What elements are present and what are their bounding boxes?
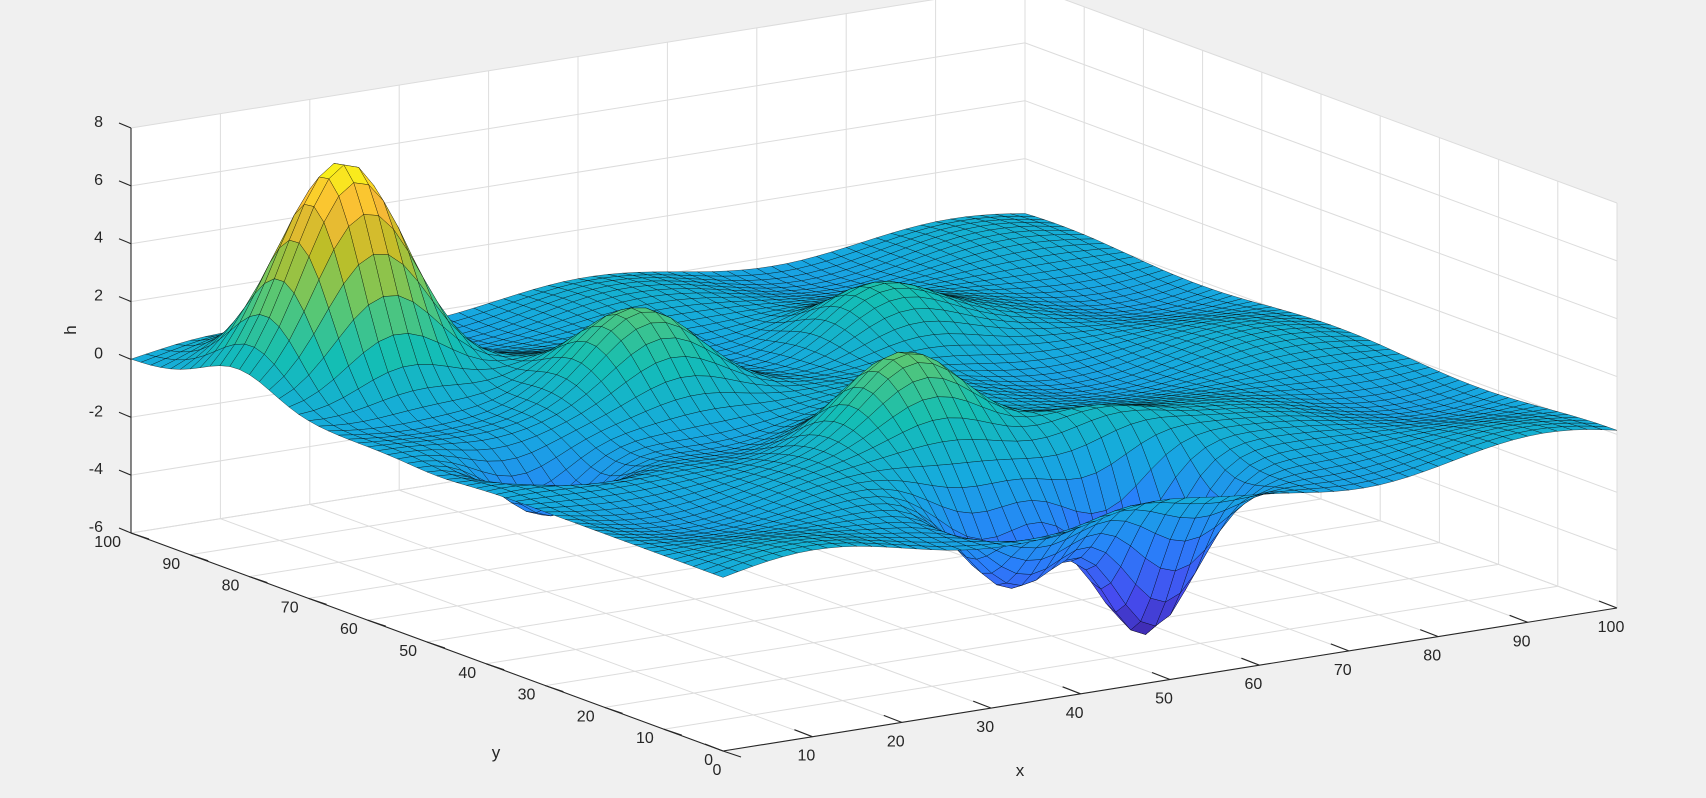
- x-axis-label: x: [1016, 761, 1025, 780]
- y-tick-label: 10: [636, 730, 654, 747]
- y-tick-label: 0: [704, 752, 713, 769]
- z-tick-mark: [118, 469, 132, 476]
- x-tick-label: 100: [1598, 619, 1625, 636]
- x-tick-label: 40: [1066, 705, 1084, 722]
- x-tick-label: 80: [1423, 648, 1441, 665]
- z-tick-mark: [118, 180, 132, 187]
- z-tick-label: 6: [94, 172, 103, 189]
- y-tick-label: 60: [340, 621, 358, 638]
- z-tick-label: 4: [94, 230, 103, 247]
- z-tick-label: -6: [89, 519, 103, 536]
- x-tick-label: 60: [1245, 676, 1263, 693]
- grid-line-y: [545, 542, 1440, 687]
- y-tick-label: 20: [577, 708, 595, 725]
- grid-line-z: [1024, 100, 1618, 320]
- z-tick-mark: [118, 411, 132, 418]
- x-tick-label: 20: [887, 733, 905, 750]
- z-tick-label: 2: [94, 288, 103, 305]
- z-tick-label: -4: [89, 461, 103, 478]
- grid-line-y: [663, 585, 1558, 730]
- y-tick-label: 90: [162, 556, 180, 573]
- z-axis-label: h: [61, 325, 80, 334]
- x-tick-label: 0: [713, 762, 722, 779]
- y-tick-label: 100: [94, 534, 121, 551]
- y-tick-label: 70: [281, 599, 299, 616]
- grid-line-z: [130, 0, 935, 129]
- grid-line-z: [130, 100, 1026, 245]
- z-tick-label: 0: [94, 345, 103, 362]
- z-tick-mark: [118, 238, 132, 245]
- surface-mesh: [130, 163, 1618, 636]
- z-tick-label: 8: [94, 114, 103, 131]
- grid-line-z: [1064, 0, 1618, 204]
- y-tick-label: 30: [518, 687, 536, 704]
- y-tick-mark: [722, 750, 742, 758]
- grid-line-z: [130, 42, 1026, 187]
- grid-line-y: [604, 563, 1499, 708]
- x-tick-label: 50: [1155, 691, 1173, 708]
- z-tick-mark: [118, 353, 132, 360]
- z-tick-mark: [118, 527, 132, 534]
- grid-line-y: [486, 520, 1381, 665]
- y-axis-label: y: [492, 743, 501, 762]
- y-tick-label: 50: [399, 643, 417, 660]
- x-tick-label: 30: [976, 719, 994, 736]
- z-tick-mark: [118, 122, 132, 129]
- z-tick-label: -2: [89, 403, 103, 420]
- y-tick-label: 40: [458, 665, 476, 682]
- y-tick-label: 80: [222, 578, 240, 595]
- x-tick-label: 90: [1513, 633, 1531, 650]
- x-tick-label: 10: [798, 748, 816, 765]
- x-tick-label: 70: [1334, 662, 1352, 679]
- grid-line-z: [1024, 42, 1618, 262]
- z-tick-mark: [118, 296, 132, 303]
- grid-line-z: [1024, 158, 1618, 378]
